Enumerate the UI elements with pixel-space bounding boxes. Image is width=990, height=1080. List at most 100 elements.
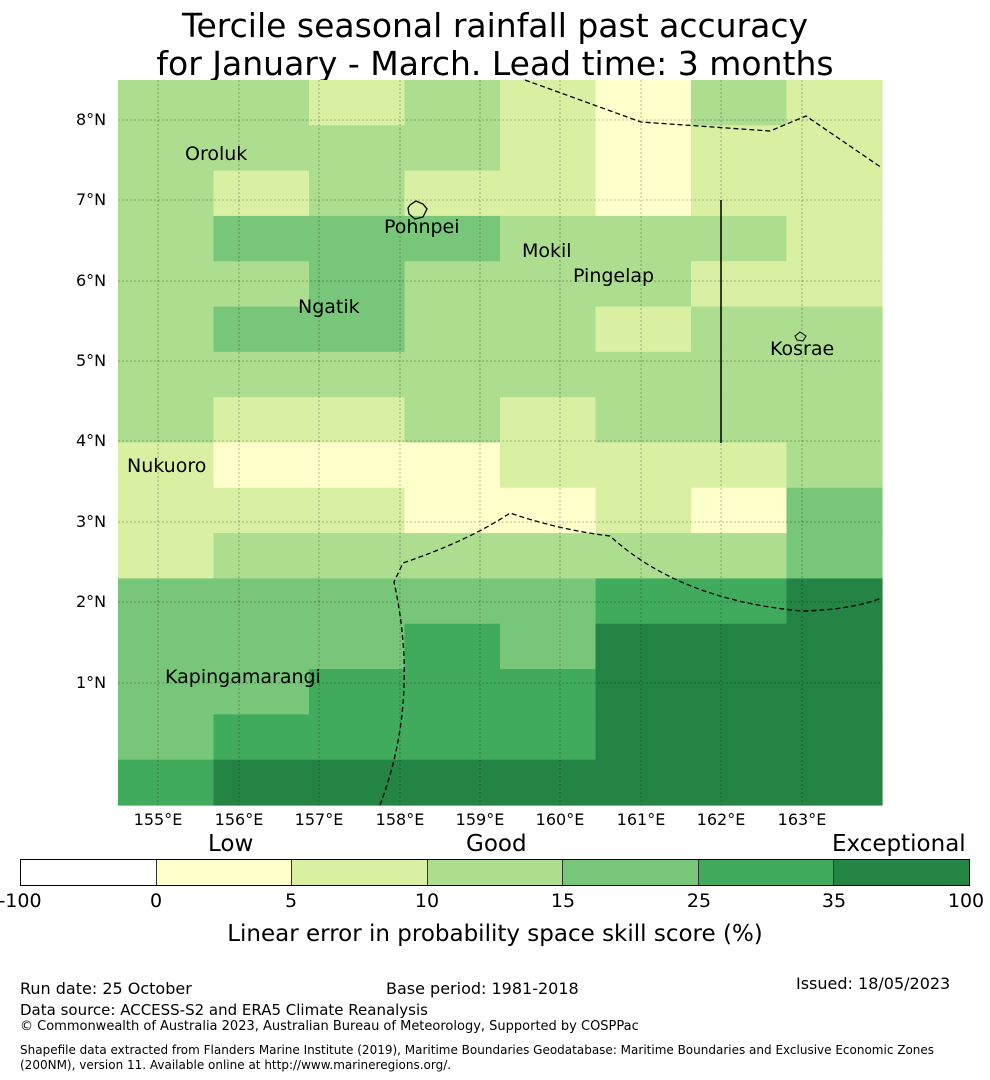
skill-cell [691,125,788,172]
skill-cell [404,487,501,534]
skill-cell [500,170,597,217]
skill-cell [309,578,406,625]
skill-cell [691,623,788,670]
skill-cell [500,533,597,580]
place-label-ngatik: Ngatik [298,296,360,318]
base-period: Base period: 1981-2018 [386,979,579,998]
lon-label-156e: 156°E [214,810,264,829]
colorbar-segment [292,860,428,885]
skill-cell [213,533,310,580]
colorbar-tick: -100 [0,890,42,912]
skill-cell [595,261,692,308]
colorbar-tick: 5 [284,890,298,912]
skill-cell [595,487,692,534]
skill-cell [691,533,788,580]
copyright: © Commonwealth of Australia 2023, Austra… [20,1019,639,1034]
skill-cell [404,578,501,625]
skill-cell [595,442,692,489]
skill-cell [213,125,310,172]
skill-cell [118,351,215,398]
colorbar-label: Linear error in probability space skill … [227,921,763,947]
skill-cell [309,351,406,398]
skill-cell [309,623,406,670]
place-label-mokil: Mokil [522,240,572,262]
place-label-oroluk: Oroluk [185,143,248,165]
skill-cell [595,351,692,398]
skill-cell [691,578,788,625]
skill-cell [691,261,788,308]
lat-label-2n: 2°N [76,592,107,611]
skill-cell [309,714,406,761]
colorbar-tick: 100 [947,890,985,912]
skill-cell [500,80,597,126]
skill-cell [118,533,215,580]
lon-label-162e: 162°E [696,810,746,829]
skill-cell [786,215,883,262]
skill-cell [691,397,788,444]
skill-cell [213,215,310,262]
colorbar-category-good: Good [466,831,527,857]
colorbar-segment [834,860,970,885]
skill-cell [118,80,215,126]
skill-cell [786,578,883,625]
skill-cell [500,261,597,308]
kosrae-island-outline [794,331,807,342]
lat-lon-gridlines [118,80,882,805]
skill-cell [309,170,406,217]
place-label-nukuoro: Nukuoro [127,455,207,477]
skill-cell [691,487,788,534]
skill-cell [595,215,692,262]
skill-cell [595,397,692,444]
skill-cell [786,351,883,398]
skill-cell [691,714,788,761]
skill-cell [786,714,883,761]
lat-label-6n: 6°N [76,271,107,290]
place-label-kosrae: Kosrae [770,338,835,360]
skill-cell [213,714,310,761]
skill-cell [500,306,597,353]
shapefile-credit-line-1: Shapefile data extracted from Flanders M… [20,1043,935,1057]
shapefile-credit-line-2: (200NM), version 11. Available online at… [20,1058,452,1072]
skill-cell [213,306,310,353]
lat-label-7n: 7°N [76,190,107,209]
eez-boundaries [379,79,883,806]
skill-cell [786,669,883,715]
lon-label-159e: 159°E [455,810,505,829]
skill-cell [691,351,788,398]
skill-cell [309,487,406,534]
skill-cell [500,442,597,489]
skill-cell [404,125,501,172]
skill-cell [691,669,788,715]
skill-cell [786,623,883,670]
colorbar-category-low: Low [208,831,254,857]
skill-cell [309,125,406,172]
skill-cell [786,533,883,580]
skill-cell [213,578,310,625]
skill-cell [500,669,597,715]
place-label-pingelap: Pingelap [573,265,655,287]
lat-label-5n: 5°N [76,351,107,370]
colorbar-segment [698,860,835,885]
lat-label-4n: 4°N [76,431,107,450]
colorbar-segment [563,860,699,885]
skill-cell [404,759,501,806]
colorbar [20,859,970,886]
skill-cell [595,80,692,126]
skill-cell [118,714,215,761]
skill-cell [213,487,310,534]
skill-cell [213,397,310,444]
skill-cell [786,170,883,217]
skill-cell [404,80,501,126]
lon-label-157e: 157°E [294,810,344,829]
skill-cell [404,397,501,444]
skill-cell [500,125,597,172]
colorbar-tick: 10 [414,890,440,912]
skill-cell [213,669,310,715]
skill-cell [309,759,406,806]
skill-cell [786,306,883,353]
skill-cell [404,533,501,580]
skill-cell [786,487,883,534]
skill-cell [404,442,501,489]
skill-cell [118,578,215,625]
skill-cell [595,623,692,670]
